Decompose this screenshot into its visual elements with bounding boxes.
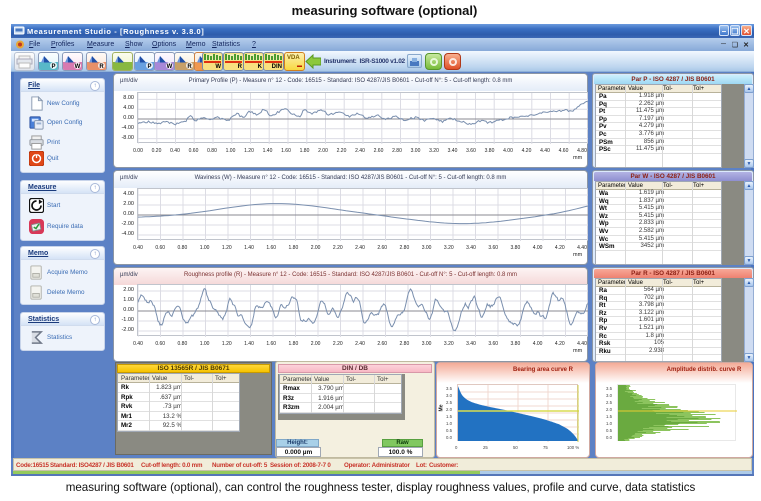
svg-text:R: R xyxy=(187,64,192,70)
svg-text:P: P xyxy=(51,64,55,70)
svg-text:P: P xyxy=(147,64,151,70)
svg-text:W: W xyxy=(75,64,81,70)
svg-text:R: R xyxy=(99,64,104,70)
svg-text:W: W xyxy=(167,64,173,70)
